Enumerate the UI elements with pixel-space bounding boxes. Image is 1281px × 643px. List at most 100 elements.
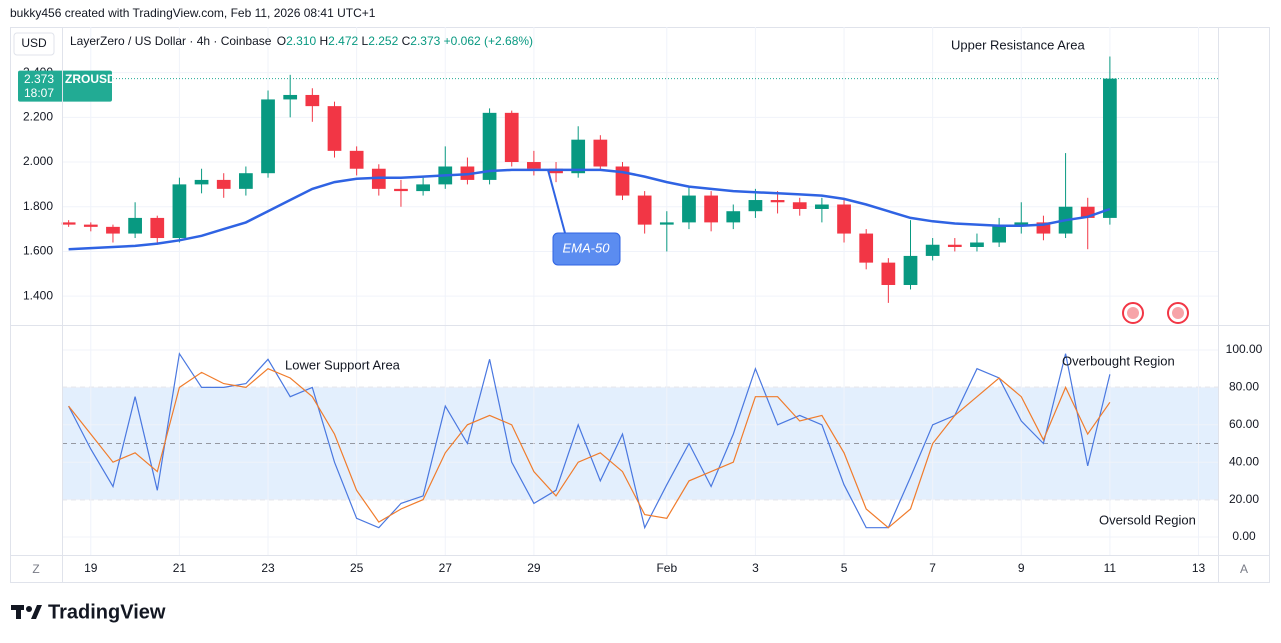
ohlc-value: 2.310 <box>286 34 316 48</box>
candle-body <box>261 99 275 174</box>
candle-body <box>239 173 253 189</box>
x-tick-label: 3 <box>752 561 759 575</box>
currency-button[interactable] <box>13 32 55 56</box>
auto-button[interactable]: A <box>1240 562 1248 576</box>
ohlc-key: L <box>362 34 369 48</box>
last-price-label: 2.373 <box>24 72 54 86</box>
y-tick-label: 1.600 <box>23 244 53 258</box>
candle-body <box>394 188 408 192</box>
candle-body <box>416 184 430 192</box>
annotation: Oversold Region <box>1099 512 1196 527</box>
callout-box <box>552 232 621 266</box>
y-tick-label: 60.00 <box>1229 417 1259 431</box>
candle-body <box>83 224 98 227</box>
currency[interactable]: USD <box>21 36 47 50</box>
ohlc-key: H <box>319 34 328 48</box>
candle-body <box>947 244 962 247</box>
series-line <box>68 368 1111 529</box>
y-tick-label: 2.200 <box>23 109 53 123</box>
symbol-info: LayerZero / US Dollar · 4h · Coinbase <box>70 34 272 48</box>
candle-body <box>349 150 364 169</box>
ohlc-key: O <box>277 34 286 48</box>
candle-body <box>194 179 209 185</box>
candle-body <box>748 200 763 212</box>
candle-body <box>327 106 342 151</box>
candle-body <box>172 184 187 239</box>
y-tick-label: 0.00 <box>1232 529 1256 543</box>
callout-text: EMA-50 <box>563 240 611 255</box>
x-tick-label: 27 <box>439 561 453 575</box>
x-tick-label: 25 <box>350 561 364 575</box>
candle-body <box>61 222 76 225</box>
x-tick-label: 13 <box>1192 561 1206 575</box>
candle-body <box>970 242 984 247</box>
brand-name: TradingView <box>48 601 166 623</box>
candle-body <box>659 222 674 225</box>
candle-body <box>504 112 519 163</box>
candle-body <box>216 179 231 189</box>
x-tick-label: 11 <box>1104 561 1117 575</box>
candle-body <box>571 139 586 174</box>
candle-body <box>881 262 896 285</box>
x-tick-label: Feb <box>656 561 677 575</box>
candle-body <box>305 94 320 107</box>
annotation: Upper Resistance Area <box>951 37 1085 52</box>
candle-body <box>925 244 940 256</box>
x-tick-label: 7 <box>929 561 936 575</box>
event-flag[interactable] <box>1167 302 1189 324</box>
annotation: Overbought Region <box>1062 353 1175 368</box>
x-tick-label: 29 <box>527 561 541 575</box>
x-tick-label: 23 <box>261 561 275 575</box>
candle-body <box>1080 206 1095 218</box>
series-line <box>68 352 1111 530</box>
candle-body <box>1014 222 1029 225</box>
symbol-label: ZROUSD <box>65 72 116 86</box>
ohlc-value: 2.252 <box>368 34 398 48</box>
ohlc-value: 2.472 <box>328 34 358 48</box>
candle-body <box>815 204 829 209</box>
candle-body <box>150 217 165 239</box>
y-tick-label: 1.800 <box>23 199 53 213</box>
series-line <box>68 168 1111 251</box>
annotation: Lower Support Area <box>285 357 401 372</box>
y-tick-label: 100.00 <box>1226 342 1263 356</box>
candle-body <box>837 204 851 234</box>
legend: LayerZero / US Dollar · 4h · Coinbase O2… <box>70 34 533 48</box>
candle-body <box>128 217 142 234</box>
last-price-box <box>18 70 112 102</box>
candle-body <box>283 94 298 100</box>
y-tick-label: 2.000 <box>23 154 53 168</box>
x-tick-label: 5 <box>841 561 848 575</box>
y-tick-label: 1.400 <box>23 288 53 302</box>
x-tick-label: 9 <box>1018 561 1025 575</box>
x-tick-label: 19 <box>84 561 98 575</box>
timezone-button[interactable]: Z <box>32 562 39 576</box>
candle-body <box>1036 222 1051 234</box>
candle-body <box>482 112 497 180</box>
header-caption: bukky456 created with TradingView.com, F… <box>10 6 376 20</box>
candle-body <box>792 202 807 209</box>
candle-body <box>637 195 652 225</box>
candle-body <box>992 224 1006 243</box>
y-tick-label: 80.00 <box>1229 380 1259 394</box>
change: +0.062 (+2.68%) <box>444 34 533 48</box>
callout-pointer <box>547 169 566 234</box>
candle-body <box>859 233 874 263</box>
candle-body <box>770 200 785 203</box>
countdown-label: 18:07 <box>24 86 54 100</box>
y-tick-label: 40.00 <box>1229 454 1259 468</box>
brand-logo <box>11 605 42 619</box>
candle-body <box>1103 78 1117 218</box>
candle-body <box>682 195 696 223</box>
candle-body <box>726 211 741 223</box>
x-tick-label: 21 <box>173 561 187 575</box>
ohlc-key: C <box>402 34 411 48</box>
candle-body <box>593 139 608 167</box>
candle-body <box>106 226 120 234</box>
event-flag[interactable] <box>1122 302 1144 324</box>
y-tick-label: 20.00 <box>1229 492 1259 506</box>
candle-body <box>527 162 541 169</box>
candle-body <box>903 255 918 285</box>
ohlc-value: 2.373 <box>410 34 440 48</box>
